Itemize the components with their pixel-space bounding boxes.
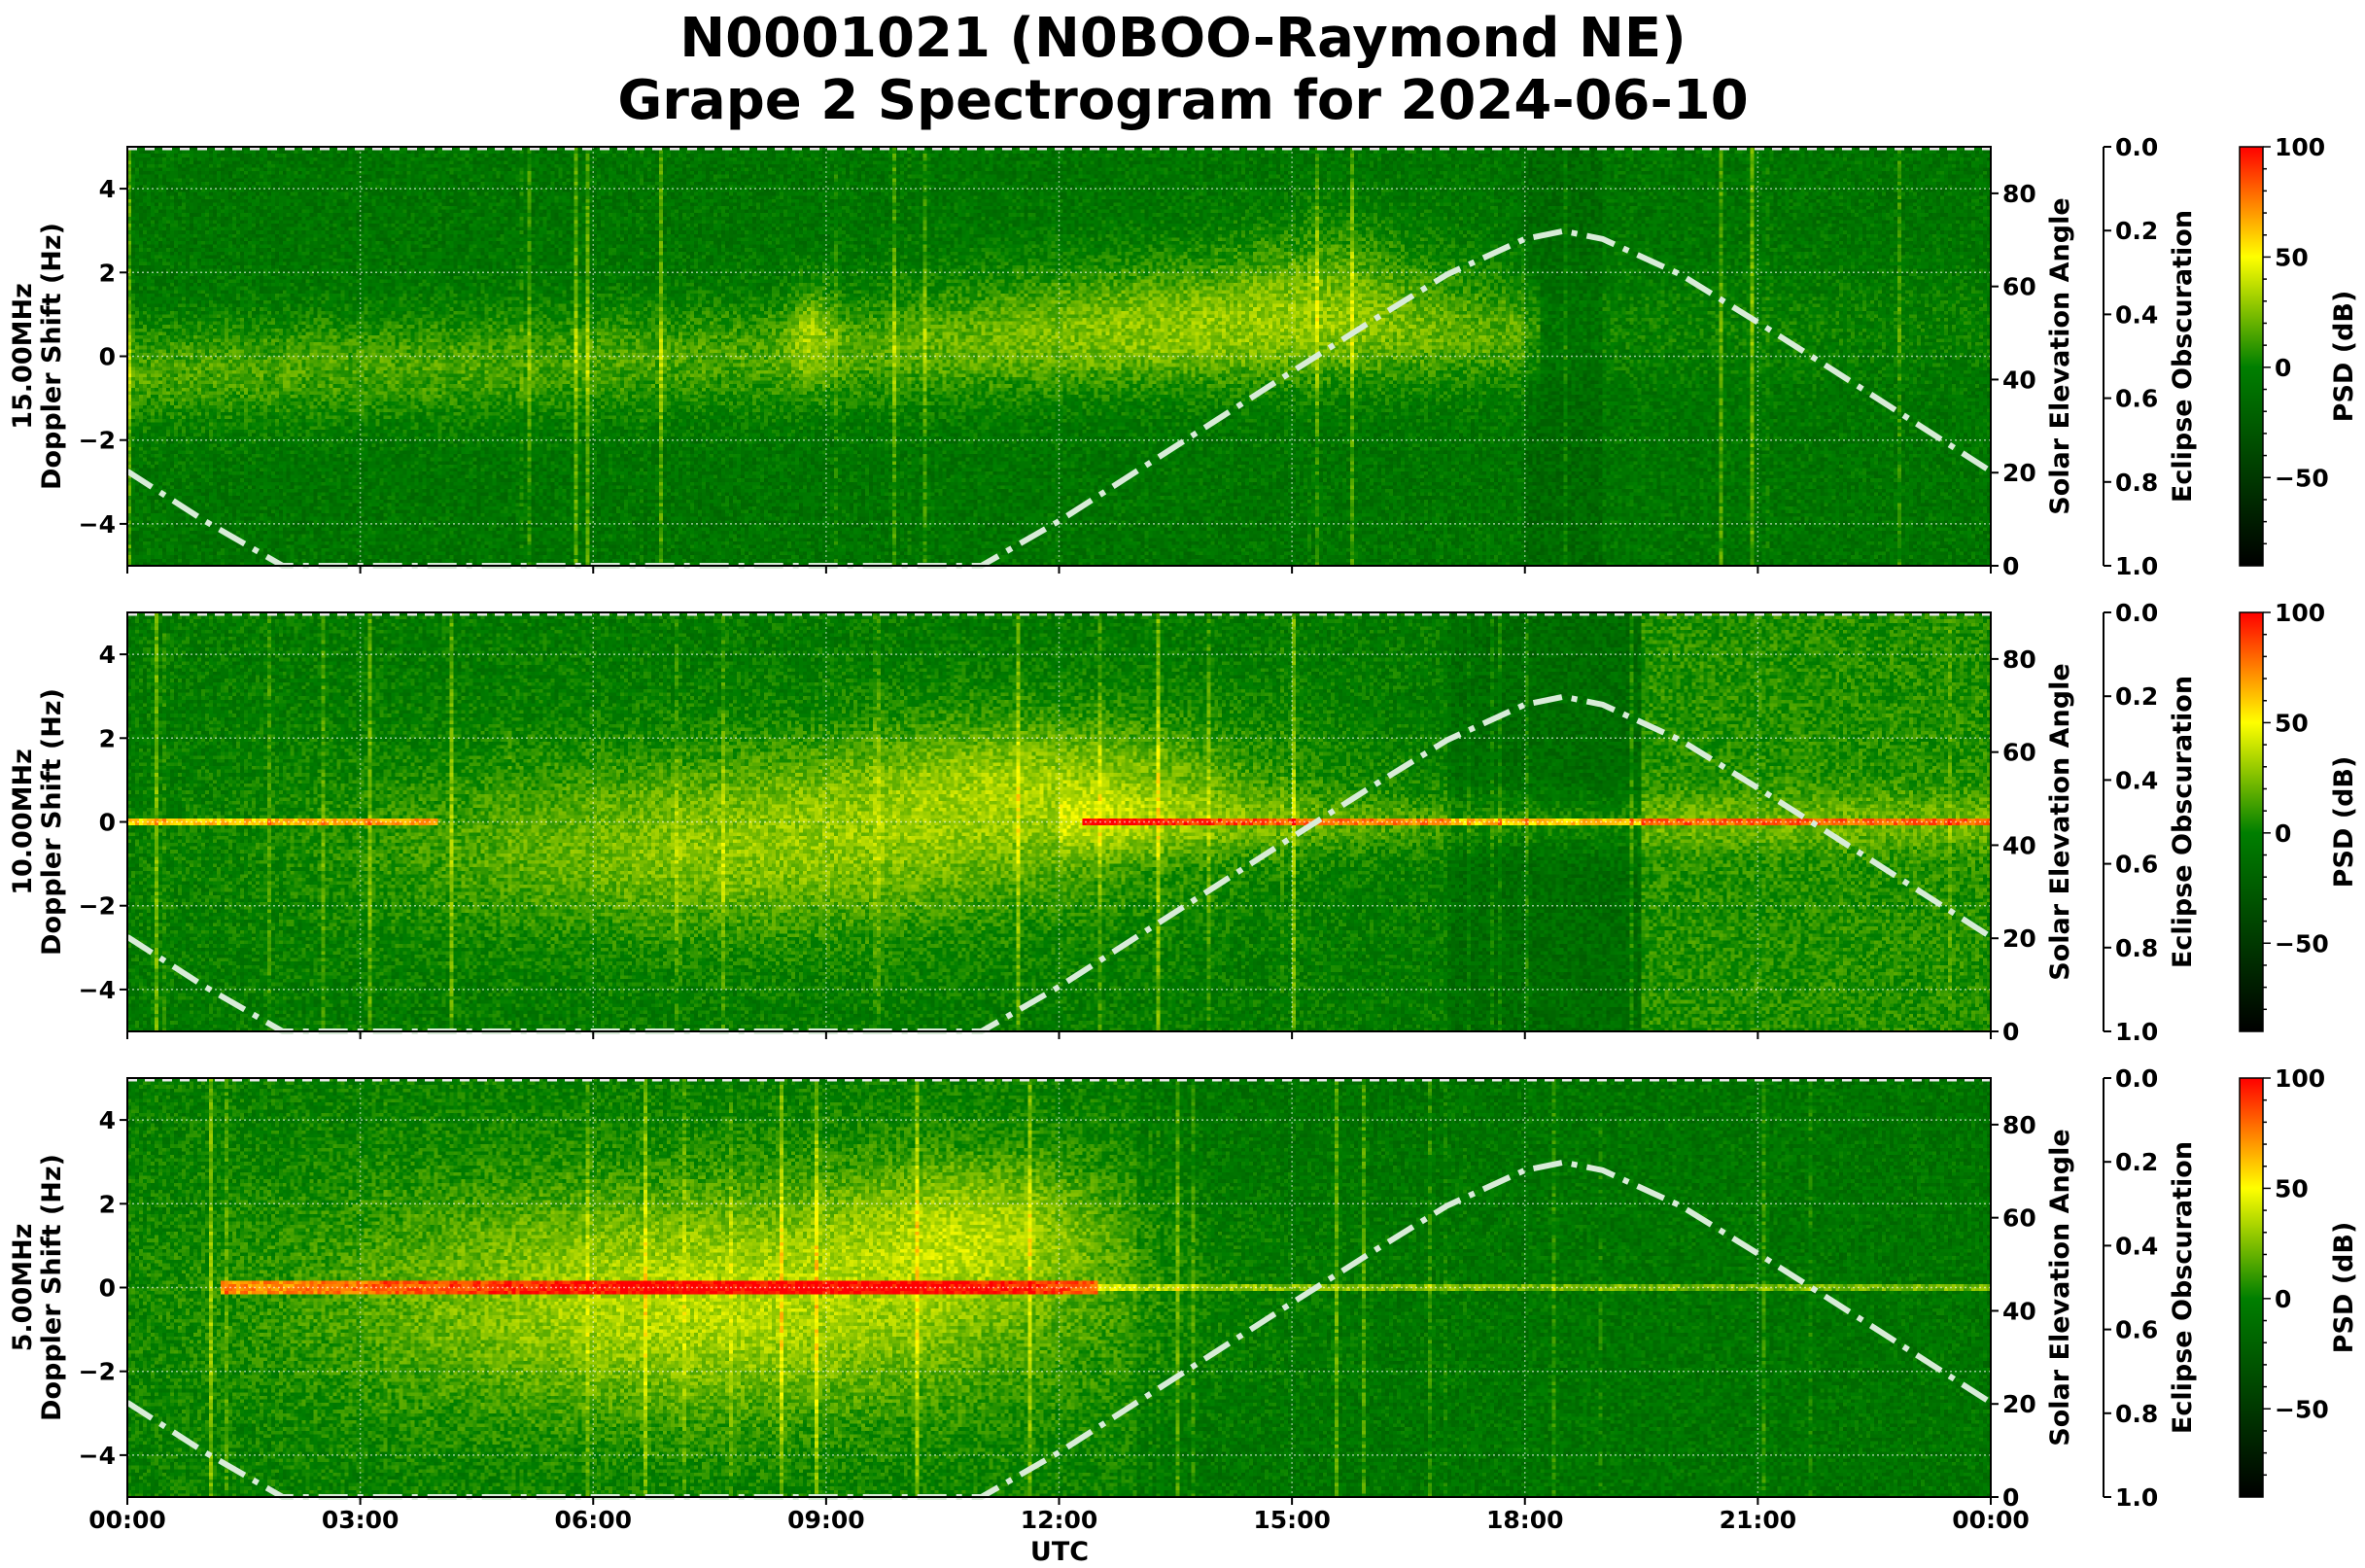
y-tick-label: −2: [79, 427, 116, 455]
colorbar-tick-label: 0: [2275, 819, 2291, 848]
elevation-tick-label: 0: [2002, 1483, 2019, 1512]
colorbar-tick-label: −50: [2275, 464, 2329, 492]
x-tick-label: 06:00: [554, 1506, 632, 1534]
elevation-tick-label: 80: [2002, 180, 2036, 208]
y-tick-label: −2: [79, 892, 116, 921]
colorbar-tick-label: 0: [2275, 1285, 2291, 1313]
obscuration-tick-label: 0.0: [2115, 599, 2158, 627]
chart-title-line2: Grape 2 Spectrogram for 2024-06-10: [617, 69, 1748, 132]
y-axis-label: Doppler Shift (Hz): [37, 223, 67, 490]
obscuration-axis-label: Eclipse Obscuration: [2168, 210, 2198, 503]
obscuration-tick-label: 0.4: [2115, 1232, 2158, 1260]
obscuration-tick-label: 0.4: [2115, 766, 2158, 794]
elevation-tick-label: 0: [2002, 552, 2019, 580]
colorbar-tick-label: 100: [2275, 133, 2325, 161]
obscuration-tick-label: 0.2: [2115, 217, 2158, 245]
y-tick-label: 4: [99, 641, 116, 669]
x-tick-label: 18:00: [1486, 1506, 1564, 1534]
x-tick-label: 00:00: [88, 1506, 166, 1534]
colorbar-tick-label: 100: [2275, 599, 2325, 627]
obscuration-axis-label: Eclipse Obscuration: [2168, 1141, 2198, 1434]
elevation-tick-label: 60: [2002, 1204, 2036, 1233]
obscuration-tick-label: 0.2: [2115, 682, 2158, 711]
colorbar: [2239, 611, 2264, 1032]
colorbar-tick-label: −50: [2275, 929, 2329, 958]
colorbar-tick-label: 0: [2275, 354, 2291, 382]
elevation-tick-label: 0: [2002, 1018, 2019, 1046]
obscuration-tick-label: 0.6: [2115, 851, 2158, 879]
colorbar-tick-label: 100: [2275, 1064, 2325, 1093]
elevation-tick-label: 80: [2002, 645, 2036, 674]
y-tick-label: −4: [79, 1442, 116, 1470]
colorbar-label: PSD (dB): [2329, 756, 2359, 889]
y-tick-label: 4: [99, 1106, 116, 1134]
y-tick-label: −4: [79, 976, 116, 1004]
colorbar-tick-label: −50: [2275, 1395, 2329, 1423]
panel-frequency-label: 15.00MHz: [8, 283, 38, 430]
colorbar-tick-label: 50: [2275, 1174, 2309, 1202]
obscuration-axis-label: Eclipse Obscuration: [2168, 676, 2198, 968]
x-tick-label: 00:00: [1952, 1506, 2030, 1534]
y-tick-label: 2: [99, 1190, 116, 1218]
panel-frequency-label: 5.00MHz: [8, 1224, 38, 1352]
x-tick-label: 12:00: [1021, 1506, 1098, 1534]
elevation-tick-label: 40: [2002, 366, 2036, 394]
elevation-tick-label: 80: [2002, 1111, 2036, 1139]
obscuration-tick-label: 0.8: [2115, 469, 2158, 497]
elevation-tick-label: 40: [2002, 1297, 2036, 1325]
obscuration-tick-label: 1.0: [2115, 1018, 2158, 1046]
obscuration-tick-label: 1.0: [2115, 552, 2158, 580]
x-tick-label: 21:00: [1720, 1506, 1797, 1534]
elevation-tick-label: 60: [2002, 739, 2036, 767]
colorbar-tick-label: 50: [2275, 243, 2309, 271]
colorbar-label: PSD (dB): [2329, 1222, 2359, 1354]
elevation-tick-label: 20: [2002, 1390, 2036, 1418]
obscuration-tick-label: 0.0: [2115, 133, 2158, 161]
elevation-axis-label: Solar Elevation Angle: [2045, 197, 2075, 514]
obscuration-tick-label: 0.6: [2115, 385, 2158, 413]
obscuration-tick-label: 0.6: [2115, 1316, 2158, 1344]
elevation-tick-label: 20: [2002, 924, 2036, 953]
solar-elevation-line: [125, 693, 1993, 1034]
y-tick-label: 4: [99, 175, 116, 203]
y-tick-label: −2: [79, 1358, 116, 1386]
y-axis-label: Doppler Shift (Hz): [37, 688, 67, 956]
obscuration-tick-label: 0.2: [2115, 1148, 2158, 1176]
y-tick-label: 2: [99, 259, 116, 287]
obscuration-tick-label: 0.8: [2115, 1400, 2158, 1428]
elevation-tick-label: 20: [2002, 459, 2036, 487]
x-axis-label: UTC: [1030, 1537, 1089, 1567]
obscuration-tick-label: 0.0: [2115, 1064, 2158, 1093]
x-tick-label: 03:00: [322, 1506, 400, 1534]
y-tick-label: 0: [99, 809, 116, 837]
colorbar: [2239, 146, 2264, 567]
x-tick-label: 09:00: [787, 1506, 865, 1534]
solar-elevation-line: [125, 1159, 1993, 1500]
elevation-tick-label: 60: [2002, 273, 2036, 301]
colorbar: [2239, 1077, 2264, 1498]
panel-frequency-label: 10.00MHz: [8, 749, 38, 895]
obscuration-tick-label: 1.0: [2115, 1483, 2158, 1512]
y-tick-label: −4: [79, 510, 116, 539]
y-tick-label: 0: [99, 1274, 116, 1303]
obscuration-tick-label: 0.4: [2115, 300, 2158, 329]
elevation-tick-label: 40: [2002, 831, 2036, 859]
y-tick-label: 2: [99, 724, 116, 752]
colorbar-label: PSD (dB): [2329, 291, 2359, 423]
x-tick-label: 15:00: [1253, 1506, 1331, 1534]
obscuration-tick-label: 0.8: [2115, 934, 2158, 962]
chart-title-line1: N0001021 (N0BOO-Raymond NE): [679, 7, 1686, 70]
elevation-axis-label: Solar Elevation Angle: [2045, 663, 2075, 980]
y-tick-label: 0: [99, 343, 116, 371]
y-axis-label: Doppler Shift (Hz): [37, 1154, 67, 1421]
colorbar-tick-label: 50: [2275, 709, 2309, 737]
solar-elevation-line: [125, 227, 1993, 569]
elevation-axis-label: Solar Elevation Angle: [2045, 1129, 2075, 1446]
